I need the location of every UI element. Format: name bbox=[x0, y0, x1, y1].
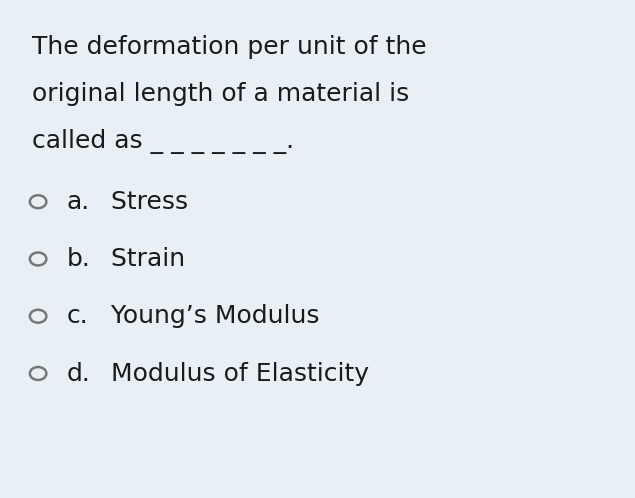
Text: Stress: Stress bbox=[95, 190, 189, 214]
Text: Strain: Strain bbox=[95, 247, 185, 271]
Text: Young’s Modulus: Young’s Modulus bbox=[95, 304, 320, 328]
Text: The deformation per unit of the: The deformation per unit of the bbox=[32, 35, 426, 59]
Text: called as _ _ _ _ _ _ _.: called as _ _ _ _ _ _ _. bbox=[32, 129, 294, 154]
Text: c.: c. bbox=[67, 304, 88, 328]
Text: d.: d. bbox=[67, 362, 91, 385]
Text: b.: b. bbox=[67, 247, 91, 271]
Text: original length of a material is: original length of a material is bbox=[32, 82, 409, 106]
Text: a.: a. bbox=[67, 190, 90, 214]
Text: Modulus of Elasticity: Modulus of Elasticity bbox=[95, 362, 369, 385]
